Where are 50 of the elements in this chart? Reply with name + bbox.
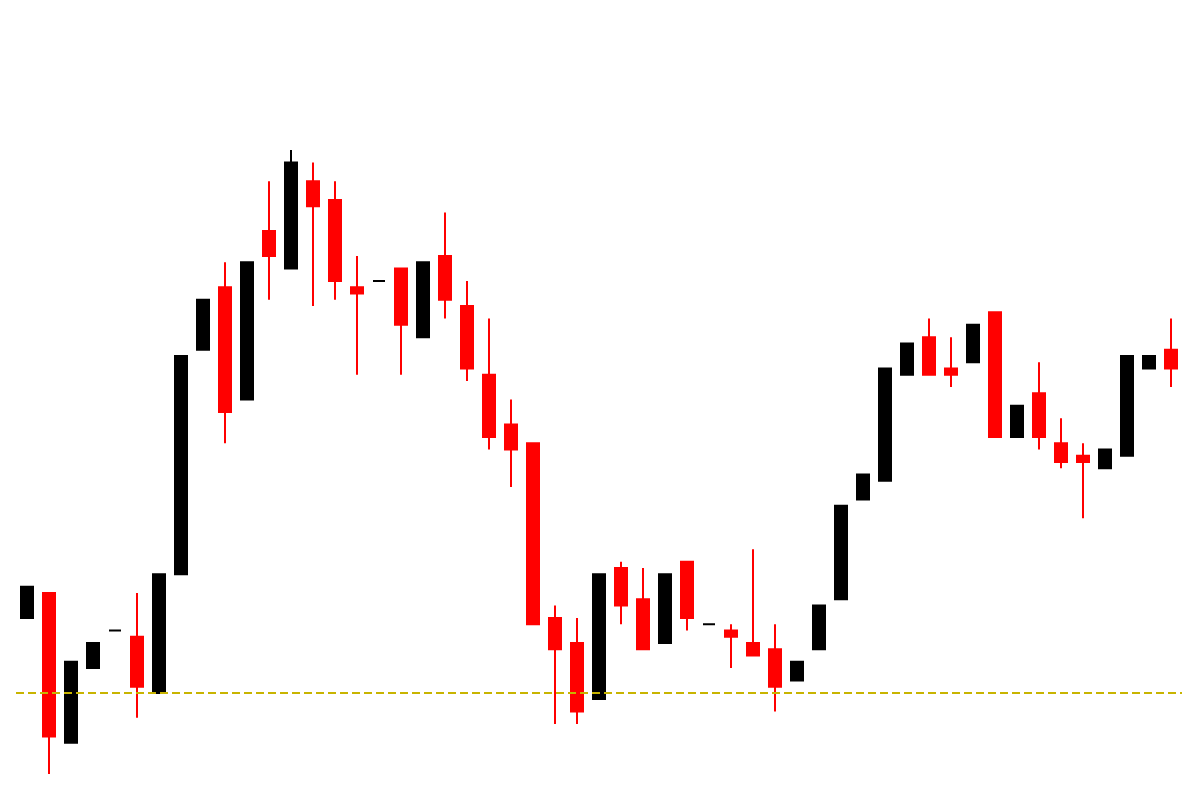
candlestick (42, 592, 56, 775)
candlestick (262, 180, 276, 301)
candlestick (240, 261, 254, 401)
candlestick (152, 573, 166, 694)
candlestick (966, 323, 980, 364)
candlestick (394, 267, 408, 376)
candlestick (86, 641, 100, 669)
candlestick (614, 560, 628, 626)
candlestick (746, 548, 760, 657)
candlestick (680, 560, 694, 632)
candlestick (548, 604, 562, 726)
candlestick (460, 280, 474, 382)
candlestick (636, 567, 650, 651)
candlestick (768, 623, 782, 713)
candlestick (526, 442, 540, 626)
candlestick (306, 161, 320, 307)
candlestick (900, 342, 914, 376)
candlestick (328, 180, 342, 301)
candlestick (130, 592, 144, 719)
candlestick (64, 660, 78, 744)
candlestick (878, 367, 892, 482)
candlestick (1120, 354, 1134, 457)
candlestick (658, 573, 672, 644)
candlestick (988, 311, 1002, 439)
candlestick (218, 261, 232, 445)
candlestick (1010, 404, 1024, 439)
candlestick (834, 504, 848, 601)
candlestick (174, 354, 188, 576)
candlestick (790, 660, 804, 682)
candlestick (592, 573, 606, 701)
candlestick (1164, 317, 1178, 389)
candlestick (944, 336, 958, 389)
candlestick (350, 255, 364, 376)
candlestick (438, 211, 452, 320)
candlestick (856, 473, 870, 501)
candlestick (416, 261, 430, 339)
candlestick (922, 317, 936, 376)
candlestick (570, 617, 584, 726)
candlestick (504, 398, 518, 488)
candlestick (20, 585, 34, 619)
candlestick (284, 149, 298, 270)
candlestick (1076, 442, 1090, 520)
candlestick (196, 298, 210, 351)
candlestick (724, 623, 738, 669)
candlestick (1098, 448, 1112, 470)
candlestick (482, 317, 496, 451)
candlestick (1054, 417, 1068, 470)
candlestick (1032, 361, 1046, 451)
candlestick (1142, 354, 1156, 370)
candlestick (812, 604, 826, 651)
